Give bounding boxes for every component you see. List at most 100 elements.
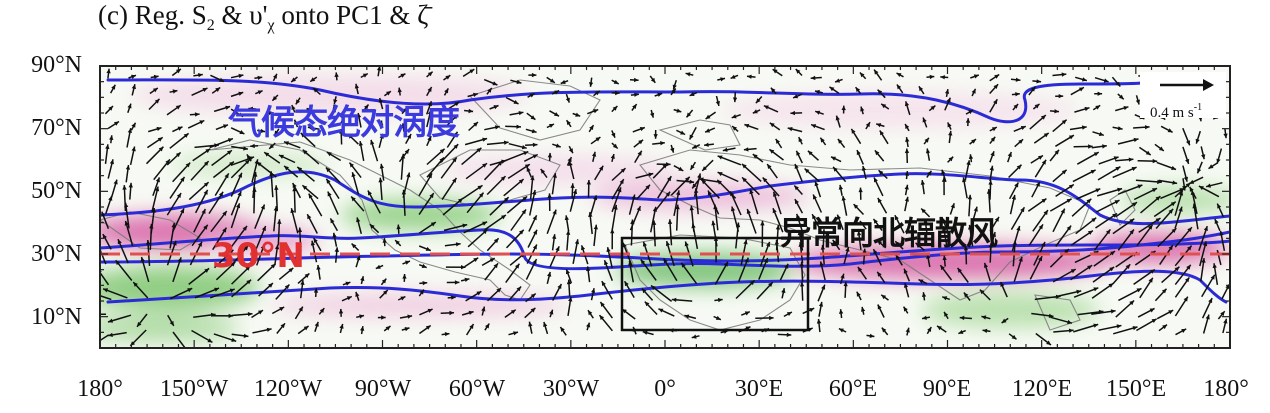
wind-vector-head	[157, 137, 163, 142]
wind-vector-head	[552, 234, 557, 239]
wind-vector-head	[482, 229, 488, 235]
wind-vector-head	[1212, 263, 1217, 269]
wind-vector-head	[861, 166, 867, 171]
wind-vector-head	[1013, 104, 1019, 109]
wind-vector-head	[730, 206, 736, 212]
wind-vector-head	[948, 130, 953, 136]
wind-vector-head	[1038, 224, 1043, 230]
wind-vector-head	[592, 151, 597, 157]
wind-vector-head	[971, 88, 976, 94]
wind-vector-head	[515, 263, 520, 269]
wind-vector-head	[873, 249, 878, 255]
wind-vector-head	[395, 240, 400, 245]
wind-vector-head	[1034, 103, 1040, 109]
wind-vector-head	[332, 232, 337, 238]
wind-vector-head	[473, 257, 479, 262]
wind-vector-head	[407, 314, 413, 319]
wind-vector-head	[642, 241, 647, 247]
wind-vector-head	[752, 154, 758, 159]
wind-vector	[100, 334, 110, 342]
wind-vector-head	[1061, 119, 1067, 125]
wind-vector-head	[1020, 126, 1026, 130]
wind-vector-head	[260, 244, 265, 250]
wind-vector-head	[1205, 314, 1210, 320]
wind-vector-head	[1129, 218, 1135, 224]
wind-vector-head	[799, 281, 805, 287]
wind-vector-head	[347, 134, 353, 139]
wind-vector-head	[795, 69, 801, 74]
wind-vector-head	[449, 310, 454, 316]
wind-vector-head	[697, 173, 702, 179]
wind-vector-head	[732, 97, 738, 103]
wind-vector-head	[905, 327, 910, 333]
wind-vector-head	[429, 193, 434, 199]
wind-vector-head	[1201, 154, 1206, 160]
wind-vector-head	[101, 211, 106, 217]
wind-vector-head	[1046, 340, 1051, 345]
wind-vector-head	[458, 198, 463, 203]
wind-vector-head	[565, 269, 570, 275]
wind-vector-head	[131, 74, 136, 79]
wind-vector-head	[552, 209, 557, 215]
lon-tick-label: 180°	[77, 376, 123, 402]
wind-vector-head	[1095, 188, 1101, 193]
reference-vector	[1140, 72, 1226, 118]
wind-vector-head	[339, 129, 344, 134]
wind-vector-head	[772, 208, 777, 214]
wind-vector-head	[694, 188, 699, 193]
wind-vector-head	[1145, 150, 1151, 155]
wind-vector-head	[473, 122, 478, 127]
wind-vector-head	[904, 148, 910, 154]
wind-vector-head	[957, 267, 962, 273]
wind-vector-head	[671, 297, 677, 302]
wind-vector-head	[310, 240, 315, 246]
wind-vector-head	[501, 215, 506, 220]
wind-vector-head	[1012, 240, 1017, 245]
shading-layer	[100, 66, 1230, 348]
wind-vector-head	[214, 287, 219, 292]
wind-vector-head	[958, 329, 964, 334]
wind-vector-head	[717, 172, 723, 177]
wind-vector-head	[1015, 77, 1021, 82]
wind-vector-head	[617, 187, 622, 193]
wind-vector-head	[879, 130, 884, 136]
wind-vector-head	[203, 182, 209, 187]
wind-vector-head	[845, 247, 850, 252]
wind-vector-head	[400, 296, 406, 301]
wind-vector-head	[595, 137, 601, 142]
wind-vector-head	[920, 180, 925, 185]
wind-vector-head	[1203, 241, 1208, 247]
wind-vector-head	[586, 322, 591, 328]
wind-vector-head	[400, 153, 406, 159]
wind-vector-head	[360, 276, 365, 282]
wind-vector-head	[638, 139, 644, 145]
wind-vector-head	[1066, 198, 1072, 203]
wind-vector-head	[1189, 186, 1194, 192]
wind-vector-head	[1151, 318, 1157, 323]
lon-tick-label: 150°W	[159, 376, 229, 402]
wind-vector-head	[775, 138, 780, 144]
wind-vector-head	[306, 107, 312, 112]
wind-vector-head	[274, 130, 279, 136]
wind-vector-head	[944, 311, 949, 317]
wind-vector-head	[760, 220, 765, 226]
wind-vector-head	[382, 238, 387, 243]
wind-vector-head	[444, 88, 449, 94]
wind-vector-head	[568, 148, 573, 154]
wind-vector-head	[689, 205, 694, 211]
wind-vector-head	[858, 187, 863, 193]
wind-vector-head	[242, 225, 247, 231]
wind-vector-head	[547, 193, 552, 198]
wind-vector-head	[243, 333, 249, 338]
wind-vector-head	[113, 179, 118, 185]
wind-vector-head	[593, 224, 598, 230]
lon-tick-label: 120°W	[253, 376, 323, 402]
wind-vector-head	[169, 320, 174, 326]
wind-vector-head	[360, 326, 365, 331]
wind-vector-head	[531, 72, 537, 78]
wind-vector-head	[878, 170, 884, 175]
wind-vector-head	[670, 147, 675, 153]
wind-vector-head	[1183, 296, 1188, 302]
axis-ticks	[99, 65, 1231, 349]
wind-vector-head	[990, 151, 995, 157]
